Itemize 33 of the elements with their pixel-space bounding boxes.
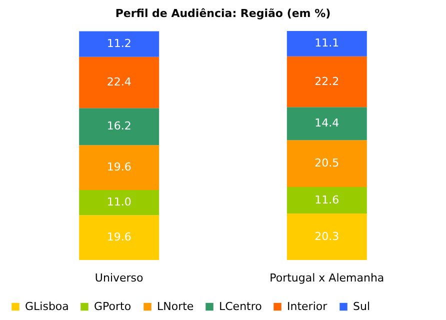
data-label: 11.2 [106,37,132,50]
data-label: 11.0 [106,196,132,209]
data-label: 11.6 [314,193,340,206]
bar [286,214,367,260]
bar [79,145,160,190]
bar [286,140,367,188]
data-label: 20.5 [314,156,340,170]
x-tick-label: Portugal x Alemanha [270,272,384,284]
legend-label: Sul [353,300,370,313]
data-label: 19.6 [106,230,132,244]
bar [79,31,160,57]
legend-label: LCentro [219,300,262,313]
bar [79,108,160,146]
data-label: 14.4 [314,116,340,130]
x-tick-label: Universo [94,272,144,284]
bar [79,190,160,216]
data-label: 16.2 [106,120,132,133]
data-label: 22.2 [314,74,340,88]
bar [286,31,367,56]
legend-label: GLisboa [25,300,69,313]
bar [286,187,367,214]
data-label: 20.3 [314,230,340,243]
bar [79,215,160,260]
data-label: 22.4 [106,75,132,88]
legend-label: Interior [287,300,328,313]
bar [286,56,367,108]
data-label: 19.6 [106,160,132,174]
data-label: 11.1 [314,36,340,50]
legend-label: GPorto [94,300,132,313]
bar [79,56,160,108]
bar [286,107,367,140]
chart-title: Perfil de Audiência: Região (em %) [115,7,331,20]
legend-label: LNorte [157,300,194,313]
